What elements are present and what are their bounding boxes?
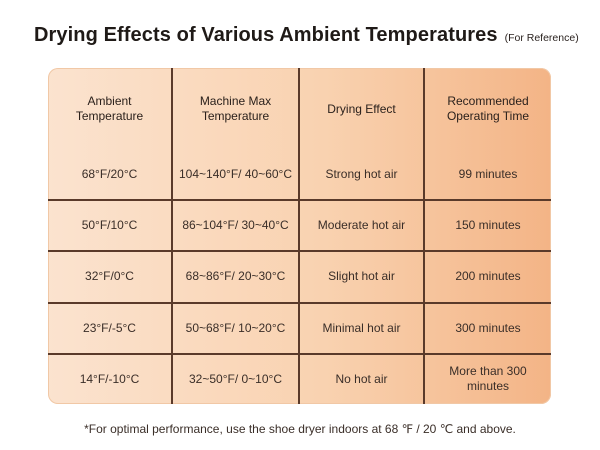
table-row: 23°F/-5°C 50~68°F/ 10~20°C Minimal hot a… bbox=[48, 302, 551, 355]
cell-machine-max-temperature: 104~140°F/ 40~60°C bbox=[172, 150, 300, 202]
cell-machine-max-temperature: 32~50°F/ 0~10°C bbox=[172, 353, 300, 404]
table-row: 32°F/0°C 68~86°F/ 20~30°C Slight hot air… bbox=[48, 251, 551, 304]
table-row: 68°F/20°C 104~140°F/ 40~60°C Strong hot … bbox=[48, 150, 551, 202]
column-header-machine-max-temperature: Machine Max Temperature bbox=[172, 68, 300, 150]
cell-drying-effect: No hot air bbox=[299, 353, 425, 404]
temperature-table: Ambient Temperature Machine Max Temperat… bbox=[48, 68, 551, 404]
cell-machine-max-temperature: 50~68°F/ 10~20°C bbox=[172, 302, 300, 355]
page-subtitle: (For Reference) bbox=[504, 32, 579, 44]
cell-machine-max-temperature: 68~86°F/ 20~30°C bbox=[172, 251, 300, 304]
cell-machine-max-temperature: 86~104°F/ 30~40°C bbox=[172, 200, 300, 253]
cell-operating-time: More than 300 minutes bbox=[449, 364, 527, 394]
cell-operating-time: 150 minutes bbox=[424, 200, 551, 253]
column-header-recommended-operating-time: Recommended Operating Time bbox=[446, 94, 530, 123]
cell-operating-time: 200 minutes bbox=[424, 251, 551, 304]
cell-ambient-temperature: 32°F/0°C bbox=[48, 251, 173, 304]
cell-ambient-temperature: 14°F/-10°C bbox=[48, 353, 173, 404]
cell-ambient-temperature: 68°F/20°C bbox=[48, 150, 173, 202]
cell-drying-effect: Moderate hot air bbox=[299, 200, 425, 253]
cell-drying-effect: Strong hot air bbox=[299, 150, 425, 202]
column-header-drying-effect: Drying Effect bbox=[299, 68, 425, 150]
table-header-row: Ambient Temperature Machine Max Temperat… bbox=[48, 68, 551, 150]
data-table: Ambient Temperature Machine Max Temperat… bbox=[48, 68, 551, 404]
footnote: *For optimal performance, use the shoe d… bbox=[84, 422, 516, 436]
cell-operating-time: 300 minutes bbox=[424, 302, 551, 355]
cell-ambient-temperature: 23°F/-5°C bbox=[48, 302, 173, 355]
cell-ambient-temperature: 50°F/10°C bbox=[48, 200, 173, 253]
cell-drying-effect: Minimal hot air bbox=[299, 302, 425, 355]
cell-operating-time: 99 minutes bbox=[424, 150, 551, 202]
column-header-ambient-temperature: Ambient Temperature bbox=[48, 68, 173, 150]
cell-drying-effect: Slight hot air bbox=[299, 251, 425, 304]
page-title: Drying Effects of Various Ambient Temper… bbox=[34, 24, 498, 46]
table-row: 50°F/10°C 86~104°F/ 30~40°C Moderate hot… bbox=[48, 200, 551, 253]
table-row: 14°F/-10°C 32~50°F/ 0~10°C No hot air Mo… bbox=[48, 353, 551, 404]
title-row: Drying Effects of Various Ambient Temper… bbox=[34, 24, 579, 47]
